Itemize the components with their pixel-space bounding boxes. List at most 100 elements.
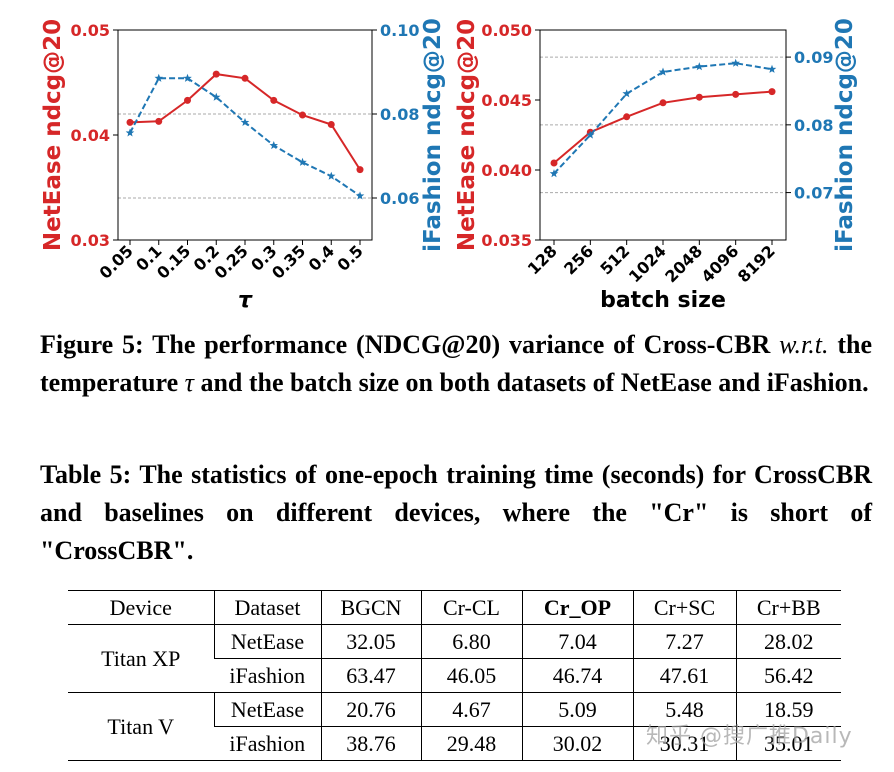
value-cell: 7.27 <box>632 624 736 659</box>
header-cr-op: Cr_OP <box>521 590 633 625</box>
dataset-cell: iFashion <box>229 662 306 688</box>
x-tick-label: 256 <box>560 241 597 278</box>
header-device: Device <box>109 594 172 620</box>
right-tick-label: 0.08 <box>794 116 833 135</box>
figure-5-charts: 0.030.040.050.060.080.100.050.10.150.20.… <box>40 18 858 313</box>
header-cr-cl: Cr-CL <box>420 590 522 625</box>
data-point-netease <box>184 96 191 104</box>
left-axis-label: NetEase ndcg@20 <box>454 19 480 251</box>
data-point-netease <box>327 121 335 128</box>
value-cell: 4.67 <box>420 692 522 727</box>
series-line-ifashion <box>553 62 773 175</box>
x-tick-label: 0.4 <box>305 241 338 274</box>
right-tick-label: 0.06 <box>380 189 419 208</box>
data-point-ifashion <box>355 191 365 200</box>
value-cell: 18.59 <box>735 692 841 727</box>
watermark: 知乎 @搜广推Daily <box>646 724 853 749</box>
data-point-ifashion <box>658 67 668 76</box>
data-point-ifashion <box>327 171 336 180</box>
table-row: Titan XP NetEase 32.05 6.80 7.04 7.27 28… <box>68 624 841 671</box>
value-cell: 63.47 <box>320 658 421 693</box>
left-tick-label: 0.050 <box>481 21 532 40</box>
device-cell: Titan V <box>107 713 175 739</box>
x-tick-label: 0.15 <box>153 241 194 282</box>
data-point-ifashion <box>125 128 135 137</box>
data-point-ifashion <box>298 157 307 166</box>
value-cell: 56.42 <box>735 658 841 693</box>
left-tick-label: 0.045 <box>481 91 532 110</box>
left-tick-label: 0.05 <box>71 21 110 40</box>
header-cr-sc: Cr+SC <box>632 590 736 625</box>
figure-caption-part1: The performance (NDCG@20) variance of Cr… <box>152 330 771 359</box>
value-cell: 46.74 <box>521 658 633 693</box>
value-cell: 7.04 <box>521 624 633 659</box>
plot-frame <box>117 29 373 241</box>
value-cell: 5.48 <box>632 692 736 727</box>
series-line-ifashion <box>129 77 361 197</box>
figure-caption-part3: and the batch size on both datasets of N… <box>200 368 869 397</box>
header-cr-bb: Cr+BB <box>735 590 841 625</box>
x-tick-label: 8192 <box>734 241 779 286</box>
x-tick-label: 0.25 <box>210 241 251 282</box>
value-cell: 38.76 <box>320 726 421 761</box>
figure-caption: Figure 5: The performance (NDCG@20) vari… <box>40 326 872 402</box>
right-axis-label: iFashion ndcg@20 <box>832 18 858 252</box>
data-point-ifashion <box>549 169 559 178</box>
data-point-netease <box>356 166 364 174</box>
dataset-cell: NetEase <box>213 692 321 727</box>
data-point-netease <box>241 74 249 82</box>
figure-caption-part2: the temperature <box>40 330 873 397</box>
data-point-ifashion <box>212 92 221 101</box>
left-tick-label: 0.040 <box>481 161 532 180</box>
device-cell: Titan XP <box>101 645 181 671</box>
value-cell: 5.09 <box>521 692 633 727</box>
data-point-netease <box>659 99 667 107</box>
data-point-netease <box>732 90 740 98</box>
value-cell: 20.76 <box>320 692 421 727</box>
x-tick-label: 0.35 <box>268 241 309 282</box>
x-tick-label: 0.5 <box>333 241 366 274</box>
data-point-ifashion <box>767 64 777 73</box>
dataset-cell: NetEase <box>213 624 321 659</box>
value-cell: 30.31 <box>632 726 736 761</box>
plot-frame <box>539 29 787 241</box>
x-axis-label: τ <box>238 288 253 313</box>
data-point-ifashion <box>695 62 704 71</box>
right-tick-label: 0.08 <box>380 105 419 124</box>
data-point-ifashion <box>240 117 250 126</box>
data-point-netease <box>695 93 703 101</box>
left-tick-label: 0.03 <box>71 231 110 250</box>
dataset-cell: iFashion <box>229 730 306 756</box>
right-tick-label: 0.10 <box>380 21 419 40</box>
data-point-netease <box>270 96 278 104</box>
left-tick-label: 0.035 <box>481 231 532 250</box>
header-bgcn: BGCN <box>320 590 421 625</box>
data-point-netease <box>299 111 306 119</box>
x-tick-label: 1024 <box>625 241 670 286</box>
table-row: iFashion 38.76 29.48 30.02 30.31 35.01 <box>68 726 841 761</box>
figure-caption-tau: τ <box>184 368 194 397</box>
value-cell: 30.02 <box>521 726 633 761</box>
data-point-netease <box>550 159 558 167</box>
x-tick-label: 4096 <box>698 241 743 286</box>
x-axis-label: batch size <box>600 288 726 313</box>
value-cell: 47.61 <box>632 658 736 693</box>
figure-caption-wrt: w.r.t. <box>779 330 829 359</box>
table-row: Titan V NetEase 20.76 4.67 5.09 5.48 18.… <box>68 692 841 739</box>
value-cell: 29.48 <box>420 726 522 761</box>
data-point-netease <box>623 113 631 121</box>
data-point-ifashion <box>154 73 163 82</box>
x-tick-label: 2048 <box>661 241 706 286</box>
training-time-table: Device Dataset BGCN Cr-CL Cr_OP Cr+SC Cr… <box>68 590 841 761</box>
figure-label: Figure 5: <box>40 330 144 359</box>
data-point-netease <box>155 117 163 125</box>
value-cell: 46.05 <box>420 658 522 693</box>
data-point-ifashion <box>586 130 595 139</box>
value-cell: 28.02 <box>735 624 841 659</box>
value-cell: 6.80 <box>420 624 522 659</box>
data-point-ifashion <box>269 141 278 150</box>
right-tick-label: 0.09 <box>794 48 833 67</box>
right-axis-label: iFashion ndcg@20 <box>420 18 446 252</box>
data-point-netease <box>126 118 134 126</box>
header-dataset: Dataset <box>213 590 321 625</box>
